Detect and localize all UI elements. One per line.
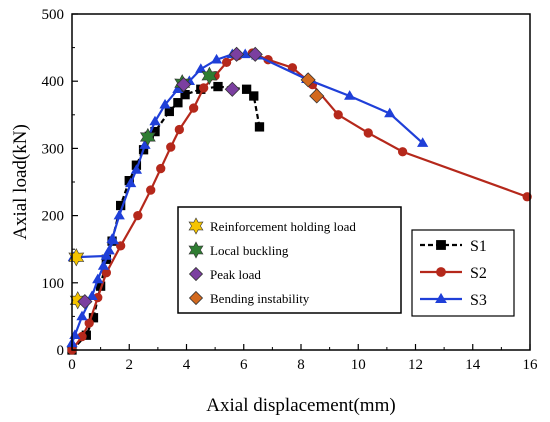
series-point-s3 <box>195 63 207 73</box>
y-tick-label: 300 <box>42 141 65 157</box>
series-point-s1 <box>254 122 265 132</box>
y-tick-label: 200 <box>42 209 65 225</box>
x-tick-label: 0 <box>68 357 76 373</box>
series-point-s3 <box>97 260 110 270</box>
series-point-s2 <box>146 185 156 195</box>
series-legend-label-s3: S3 <box>470 292 487 309</box>
event-marker-peak-load <box>224 81 240 97</box>
event-marker-reinforcement-holding-load <box>68 248 85 267</box>
series-point-s3 <box>344 90 356 100</box>
series-legend-marker-s1 <box>436 240 446 250</box>
event-marker-peak-load <box>229 46 245 62</box>
event-legend-marker-local-buckling <box>188 241 204 259</box>
series-point-s2 <box>333 110 343 120</box>
event-legend-marker-reinforcement-holding-load <box>188 217 204 235</box>
x-tick-label: 16 <box>523 357 539 373</box>
series-point-s1 <box>213 81 223 92</box>
series-point-s2 <box>221 57 232 68</box>
x-tick-label: 8 <box>297 357 305 373</box>
y-tick-label: 500 <box>42 7 65 23</box>
event-legend-label-peak-load: Peak load <box>210 267 261 282</box>
series-point-s2 <box>189 103 199 113</box>
series-point-s2 <box>166 142 176 152</box>
series-legend-marker-s3 <box>435 292 447 303</box>
x-tick-label: 6 <box>240 357 248 373</box>
event-marker-peak-load <box>176 76 192 93</box>
series-point-s2 <box>156 163 166 174</box>
series-point-s3 <box>159 98 171 109</box>
event-marker-local-buckling <box>201 66 218 85</box>
series-point-s3 <box>417 137 429 147</box>
x-tick-label: 2 <box>126 357 134 373</box>
event-legend-marker-peak-load <box>188 266 204 282</box>
event-legend-marker-bending-instability <box>188 290 204 306</box>
series-point-s2 <box>397 147 408 157</box>
event-marker-peak-load <box>247 46 263 62</box>
series-point-s3 <box>76 310 88 321</box>
x-tick-label: 12 <box>408 357 423 373</box>
x-axis-title: Axial displacement(mm) <box>206 395 395 416</box>
event-legend-label-bending-instability: Bending instability <box>210 291 310 306</box>
series-legend-label-s1: S1 <box>470 238 487 255</box>
series-point-s3 <box>86 290 98 301</box>
series-point-s2 <box>174 124 184 135</box>
series-point-s1 <box>249 91 259 101</box>
event-legend-box <box>177 206 402 314</box>
series-point-s2 <box>84 318 94 328</box>
series-point-s3-initial-plateau <box>100 250 112 260</box>
event-marker-local-buckling <box>139 127 156 147</box>
series-legend-label-s2: S2 <box>470 265 487 282</box>
x-tick-label: 4 <box>183 357 191 373</box>
series-point-s3 <box>210 53 223 64</box>
event-marker-bending-instability <box>300 72 316 88</box>
event-legend-label-local-buckling: Local buckling <box>210 243 289 258</box>
y-tick-label: 400 <box>42 74 65 90</box>
x-tick-label: 10 <box>351 357 366 373</box>
y-tick-label: 0 <box>57 343 65 359</box>
series-point-s3 <box>125 177 137 188</box>
series-point-s3 <box>92 273 104 284</box>
x-tick-label: 14 <box>465 357 481 373</box>
series-point-s3 <box>149 115 161 126</box>
y-tick-label: 100 <box>42 276 65 292</box>
series-point-s3 <box>384 107 396 118</box>
event-marker-peak-load <box>77 294 93 310</box>
event-legend: Reinforcement holding load Local buckling… <box>177 206 402 314</box>
axis-layer: 0 2 4 6 8 10 12 14 16 0 100 200 300 400 500 <box>42 7 539 373</box>
series-point-s2 <box>363 128 373 138</box>
event-legend-label-reinforcement-holding-load: Reinforcement holding load <box>210 219 356 234</box>
series-point-s1 <box>173 98 183 108</box>
y-axis-title: Axial load(kN) <box>10 124 31 240</box>
series-point-s3-initial-plateau <box>107 234 120 245</box>
event-marker-bending-instability <box>309 88 325 104</box>
series-point-s1 <box>241 84 252 94</box>
series-legend-marker-s2 <box>436 267 446 277</box>
series-legend: S1 S2 S3 <box>411 229 515 317</box>
series-point-s3 <box>130 164 143 174</box>
series-point-s2 <box>199 83 209 93</box>
series-point-s2 <box>133 210 143 221</box>
series-point-s3 <box>113 209 125 220</box>
event-layer <box>68 46 325 310</box>
